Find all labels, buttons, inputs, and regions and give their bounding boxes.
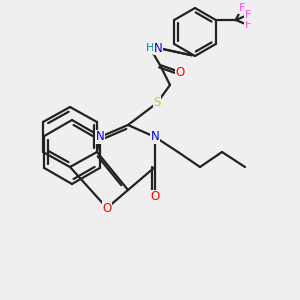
Text: N: N — [154, 41, 162, 55]
Text: F: F — [238, 3, 245, 13]
Text: O: O — [102, 202, 112, 214]
Text: N: N — [96, 130, 104, 143]
Text: F: F — [244, 10, 251, 20]
Text: N: N — [151, 130, 159, 143]
Text: H: H — [146, 43, 154, 53]
Text: S: S — [153, 97, 161, 110]
Text: O: O — [150, 190, 160, 203]
Text: O: O — [176, 65, 184, 79]
Text: F: F — [244, 20, 251, 30]
